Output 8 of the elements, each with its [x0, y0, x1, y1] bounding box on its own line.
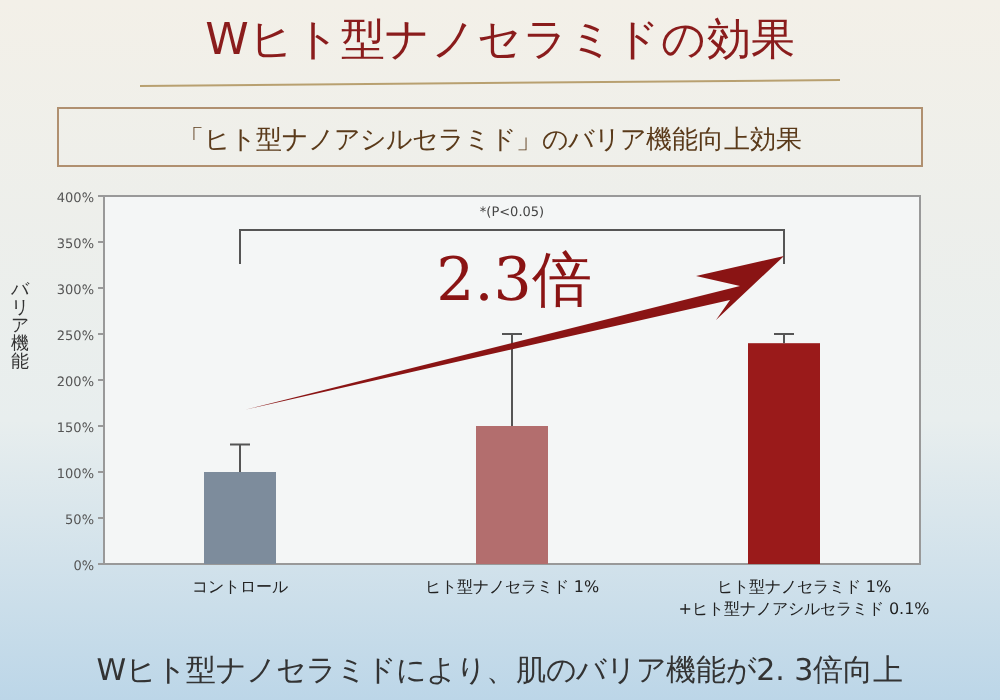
x-tick-label: ヒト型ナノセラミド 1%	[424, 578, 601, 596]
chart-subtitle: 「ヒト型ナノアシルセラミド」のバリア機能向上効果	[178, 126, 802, 156]
y-axis-title: バリア機能	[9, 281, 31, 373]
text: Wヒト型ナノセラミドにより、肌のバリア機能が2. 3倍向上	[96, 652, 904, 688]
chart-title: Wヒト型ナノセラミドの効果	[205, 16, 795, 66]
annotation: 2.3倍	[436, 246, 592, 316]
x-tick-label: ヒト型ナノセラミド 1% +ヒト型ナノアシルセラミド 0.1%	[678, 578, 931, 618]
x-tick-label: コントロール	[192, 578, 288, 596]
